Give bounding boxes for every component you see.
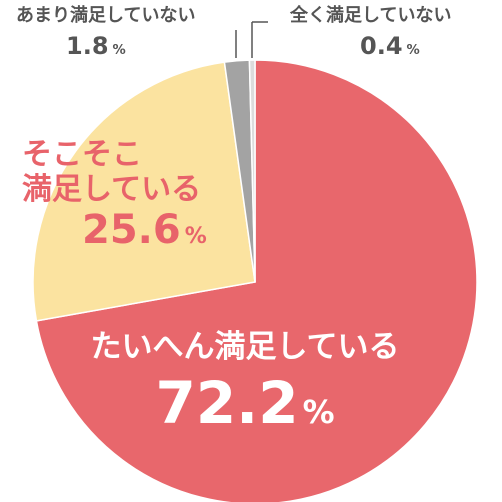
slice-name-somewhat-satisfied: そこそこ 満足している [22,137,202,207]
slice-name-not-at-all-satisfied: 全く満足していない [290,5,452,26]
pie-slice-somewhat-satisfied [32,61,256,322]
pie-slices [32,59,478,502]
leader-lines [235,21,268,58]
slice-value-not-at-all-satisfied: 0.4% [360,31,420,60]
slice-value-not-very-satisfied: 1.8% [66,31,126,60]
slice-label-not-very-satisfied: あまり満足していない 1.8% [16,5,246,60]
slice-name-not-very-satisfied: あまり満足していない [16,5,196,26]
pie-slice-not-at-all-satisfied [248,59,256,283]
slice-value-somewhat-satisfied: 25.6% [82,207,207,253]
pie-slice-very-satisfied [35,59,478,502]
slice-value-very-satisfied: 72.2% [155,368,335,437]
slice-label-somewhat-satisfied: そこそこ 満足している 25.6% [22,137,222,253]
slice-label-not-at-all-satisfied: 全く満足していない 0.4% [290,5,490,60]
slice-label-very-satisfied: たいへん満足している 72.2% [60,329,430,437]
slice-name-very-satisfied: たいへん満足している [90,329,400,365]
